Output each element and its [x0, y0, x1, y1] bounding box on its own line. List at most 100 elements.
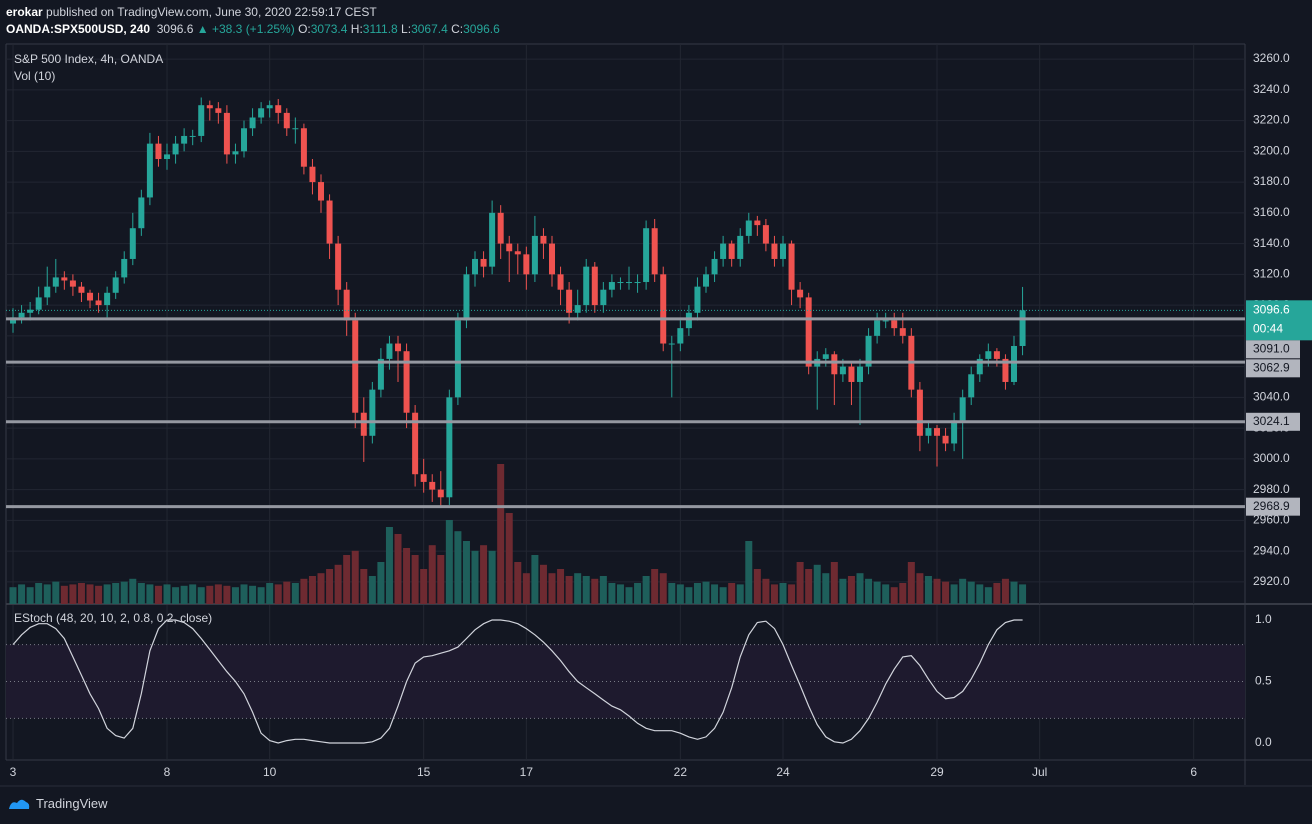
candle-body	[352, 320, 359, 413]
candle-body	[335, 243, 342, 290]
volume-bar	[907, 562, 915, 604]
candle-body	[69, 280, 76, 287]
header-line: erokar published on TradingView.com, Jun…	[6, 4, 500, 21]
candle-body	[857, 366, 864, 382]
volume-bar	[984, 587, 992, 604]
volume-bar	[779, 583, 787, 604]
candle-body	[805, 297, 812, 367]
axes: 3 8 10 15 17 22 24 29 Jul 6 2920.0 2940.0 2960.0 2980…	[10, 51, 1312, 779]
y-tick-label: 2920.0	[1253, 574, 1290, 588]
candle-body	[386, 343, 393, 359]
volume-bar	[736, 584, 744, 604]
y-tick-label: 3000.0	[1253, 451, 1290, 465]
volume-bar	[385, 527, 393, 604]
candle-body	[737, 235, 744, 259]
candle-body	[677, 328, 684, 344]
volume-bar	[35, 583, 43, 604]
candle-body	[172, 143, 179, 155]
volume-bar	[830, 562, 838, 604]
volume-bar	[865, 578, 873, 604]
y-tick-label: 3120.0	[1253, 267, 1290, 281]
candle-body	[27, 309, 34, 313]
level-label: 3024.1	[1253, 414, 1290, 428]
o-value: 3073.4	[310, 22, 348, 36]
candle-body	[429, 481, 436, 490]
volume-bar	[137, 583, 145, 604]
candle-body	[968, 374, 975, 398]
l-value: 3067.4	[411, 22, 448, 36]
candle-body	[600, 289, 607, 306]
volume-bar	[240, 584, 248, 604]
last-price-label: 3096.6	[1253, 302, 1290, 316]
volume-bar	[308, 576, 316, 604]
candle-body	[951, 420, 958, 444]
stoch-line	[12, 619, 1023, 744]
candle-body	[651, 228, 658, 275]
volume-bar	[719, 587, 727, 604]
candle-body	[360, 412, 367, 436]
o-label: O:	[298, 22, 311, 36]
volume-bar	[942, 581, 950, 604]
volume-bar	[43, 584, 51, 604]
volume-bar	[394, 534, 402, 604]
volume-bar	[249, 585, 257, 604]
candle-body	[942, 435, 949, 444]
candle-body	[326, 200, 333, 244]
candle-body	[540, 235, 547, 244]
volume-bar	[591, 578, 599, 604]
volume-bar	[18, 584, 26, 604]
band-fill	[6, 644, 1245, 719]
x-tick-label: 22	[674, 765, 688, 779]
volume-bar	[924, 576, 932, 604]
candle-body	[754, 220, 761, 226]
volume-bar	[514, 562, 522, 604]
y-tick-label: 2960.0	[1253, 513, 1290, 527]
volume-bar	[172, 587, 180, 604]
candle-body	[146, 143, 153, 198]
candle-body	[934, 428, 941, 436]
volume-bar	[377, 562, 385, 604]
y-tick-label: 3140.0	[1253, 236, 1290, 250]
candle-body	[155, 143, 162, 160]
volume-bar	[9, 587, 17, 604]
candle-body	[61, 277, 68, 281]
x-tick-label: 10	[263, 765, 277, 779]
candle-body	[121, 258, 128, 278]
candle-body	[882, 320, 889, 322]
candle-body	[720, 243, 727, 259]
volume-bar	[163, 584, 171, 604]
candle-body	[44, 286, 51, 298]
volume-bar	[343, 555, 351, 604]
change: ▲ +38.3 (+1.25%)	[196, 22, 295, 36]
y-tick-label: 2980.0	[1253, 482, 1290, 496]
volume-bar	[471, 550, 479, 604]
volume-bar	[274, 584, 282, 604]
candle-body	[771, 243, 778, 259]
y-tick-label: 3220.0	[1253, 113, 1290, 127]
volume-bar	[103, 584, 111, 604]
candle-body	[420, 474, 427, 482]
volume-bar	[291, 583, 299, 604]
candle-body	[369, 389, 376, 436]
volume-bar	[616, 584, 624, 604]
candle-body	[703, 274, 710, 287]
candle-body	[608, 282, 615, 290]
volume-bar	[497, 464, 505, 604]
candle-body	[643, 228, 650, 283]
volume-title: Vol (10)	[14, 69, 55, 83]
x-tick-label: Jul	[1032, 765, 1047, 779]
candle-body	[343, 289, 350, 321]
volume-bar	[154, 585, 162, 604]
volume-bar	[180, 585, 188, 604]
brand[interactable]: TradingView	[36, 796, 108, 811]
volume-bar	[1019, 584, 1027, 604]
volume-bar	[214, 584, 222, 604]
candle-body	[266, 105, 273, 109]
candle-body	[292, 128, 299, 130]
volume-bar	[26, 587, 34, 604]
x-tick-label: 6	[1190, 765, 1197, 779]
candle-body	[1011, 345, 1018, 382]
candle-body	[489, 212, 496, 267]
candle-body	[685, 312, 692, 329]
